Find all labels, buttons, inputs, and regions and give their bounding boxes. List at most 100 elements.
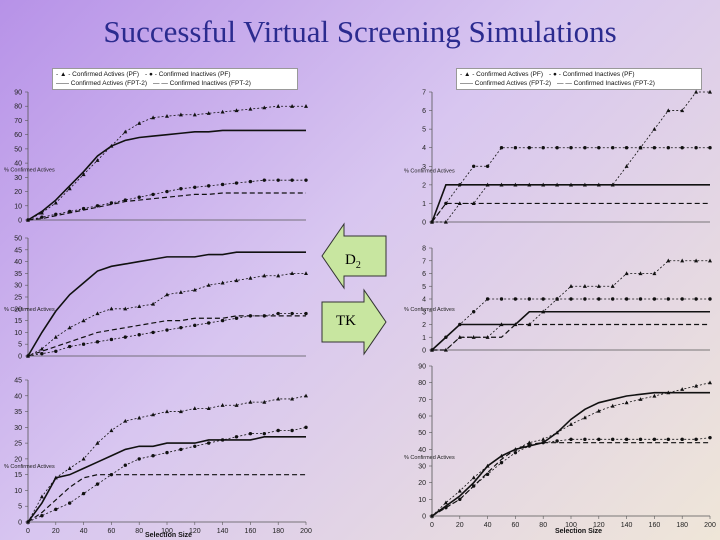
data-point (304, 178, 308, 182)
right-arrow-tk (321, 288, 388, 356)
data-point (472, 310, 476, 314)
data-point (137, 415, 142, 420)
data-point (694, 437, 698, 442)
data-point (95, 482, 100, 486)
data-point (624, 297, 629, 301)
data-point (95, 204, 100, 208)
data-point (652, 297, 657, 301)
data-point (151, 301, 156, 306)
y-tick-label: 10 (14, 488, 22, 495)
data-point (165, 328, 169, 332)
data-point (151, 115, 156, 120)
y-tick-label: 40 (14, 259, 22, 266)
data-point (192, 112, 197, 117)
x-tick-label: 140 (217, 528, 229, 535)
data-point (680, 437, 684, 442)
data-point (123, 306, 128, 311)
x-tick-label: 100 (161, 528, 173, 535)
chart-svg: 0 1 2 3 4 5 6 7 % Confirmed Actives (404, 90, 712, 227)
data-point (457, 488, 462, 493)
data-point (611, 297, 615, 301)
data-point (193, 323, 197, 328)
data-point (179, 187, 183, 191)
data-point (597, 437, 601, 442)
y-tick-label: 20 (14, 456, 22, 463)
data-point (596, 284, 601, 288)
data-point (694, 258, 699, 263)
data-point (248, 431, 253, 436)
y-tick-label: 50 (14, 146, 22, 153)
data-point (569, 437, 573, 442)
data-point (53, 200, 58, 205)
chart-svg: 0 10 20 30 40 50 60 70 80 90 0 20 40 60 80 100 120 140 160… (404, 364, 716, 530)
series-line (27, 105, 306, 221)
data-point (95, 340, 100, 344)
data-point (569, 297, 573, 301)
data-point (290, 104, 295, 108)
data-point (123, 463, 128, 467)
legend-entry: —— Confirmed Actives (FPT-2) (56, 80, 148, 87)
data-point (541, 146, 545, 150)
series-line (431, 442, 710, 517)
data-point (680, 108, 685, 113)
data-point (443, 219, 448, 224)
right-arrow-shape (321, 288, 387, 356)
data-point (206, 283, 211, 287)
chart-panel-right-bottom: 0 10 20 30 40 50 60 70 80 90 0 20 40 60 80 100 120 140 160… (400, 358, 720, 540)
data-point (248, 275, 253, 280)
data-point (443, 500, 448, 505)
y-tick-label: 40 (418, 447, 426, 454)
data-point (527, 440, 532, 445)
data-point (290, 396, 295, 401)
x-tick-label: 200 (704, 522, 716, 529)
series-line (27, 192, 306, 221)
y-tick-label: 45 (14, 247, 22, 254)
data-point (95, 158, 100, 162)
data-point (666, 108, 671, 113)
chart-legend: - ▲ - Confirmed Actives (PF) - ● - Confir… (52, 68, 298, 90)
data-point (666, 146, 670, 150)
x-tick-label: 200 (300, 528, 312, 535)
data-point (220, 318, 225, 323)
data-point (290, 311, 294, 316)
data-point (234, 278, 239, 283)
y-tick-label: 15 (14, 318, 22, 325)
y-tick-label: 30 (418, 464, 426, 471)
data-point (54, 212, 58, 217)
series-line (27, 313, 306, 357)
data-point (179, 447, 183, 452)
data-point (54, 507, 58, 512)
data-point (582, 415, 587, 420)
data-point (220, 109, 225, 114)
data-point (165, 292, 169, 297)
data-point (499, 146, 504, 150)
legend-entry: - ▲ - Confirmed Actives (PF) (56, 71, 140, 78)
data-point (81, 456, 86, 461)
data-point (304, 104, 308, 108)
y-tick-label: 0 (422, 514, 426, 521)
data-point (262, 178, 266, 182)
data-point (207, 441, 211, 445)
data-point (192, 287, 197, 292)
y-tick-label: 0 (18, 218, 22, 225)
x-tick-label: 80 (539, 522, 547, 529)
x-tick-label: 180 (272, 528, 284, 535)
x-axis-label-right: Selection Size (555, 528, 603, 535)
data-point (220, 403, 225, 407)
x-tick-label: 180 (676, 522, 688, 529)
data-point (137, 304, 142, 309)
legend-entry: - ▲ - Confirmed Actives (PF) (460, 71, 544, 78)
data-point (40, 351, 44, 356)
data-point (276, 428, 280, 433)
y-tick-label: 1 (422, 201, 426, 208)
chart-panel-left-top: - ▲ - Confirmed Actives (PF) - ● - Confir… (0, 68, 340, 228)
data-point (708, 380, 712, 385)
data-point (652, 146, 657, 150)
chart-legend: - ▲ - Confirmed Actives (PF) - ● - Confir… (456, 68, 702, 90)
data-point (583, 146, 587, 150)
data-point (123, 129, 128, 134)
x-tick-label: 20 (52, 528, 60, 535)
chart-panel-left-bottom: 0 5 10 15 20 25 30 35 40 45 0 20 40 60 80 100 120 140 160 1… (0, 372, 340, 540)
data-point (680, 297, 684, 301)
data-point (290, 271, 295, 275)
